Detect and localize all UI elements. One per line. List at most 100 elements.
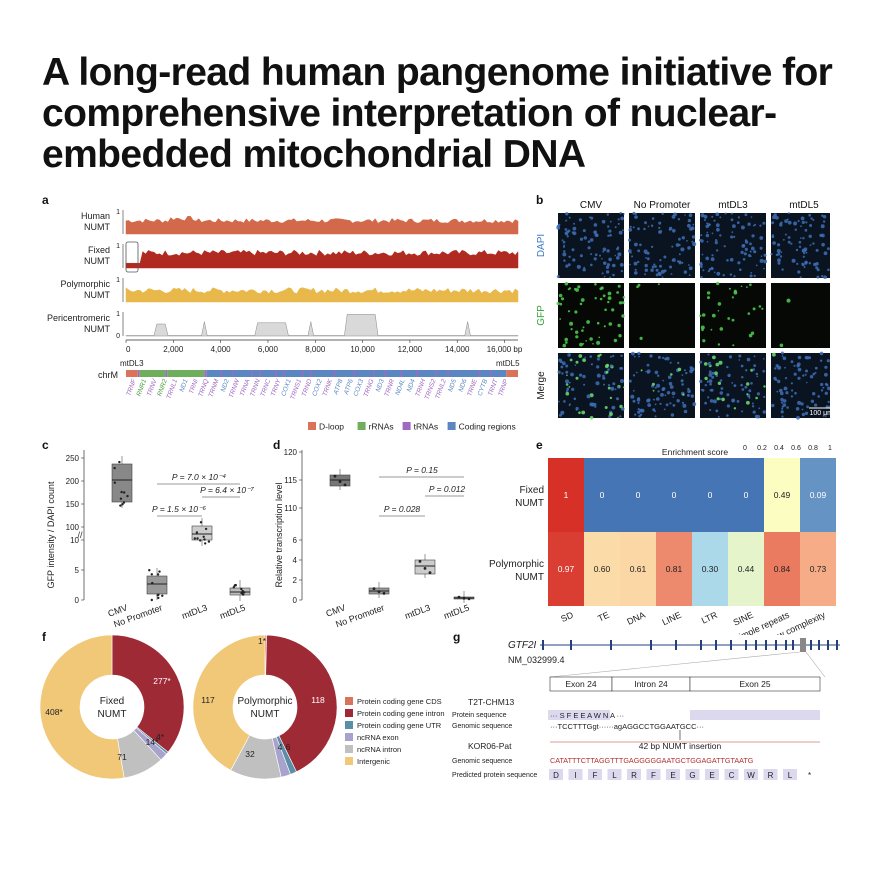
cell-dot [756,375,759,378]
cell-dot [604,406,608,409]
cell-dot [616,247,619,251]
cell-dot [612,263,616,268]
data-point [457,595,461,599]
heatmap-cell [692,458,728,532]
cell-dot [812,242,815,245]
cell-dot [589,216,591,219]
cell-dot [827,268,830,272]
trna-tick [478,370,481,377]
donut-slice [111,634,185,753]
cell-dot [653,263,656,266]
x-tick-label: mtDL5 [218,602,246,620]
cell-dot [800,216,805,221]
cell-dot [662,356,665,359]
slice-label: 32 [245,749,255,759]
aa-box [568,769,583,780]
cell-dot [596,340,601,345]
cell-dot [699,263,703,267]
scale-tick: 0 [743,445,747,452]
slice-label: 71 [117,752,127,762]
cell-dot [621,314,625,318]
cell-dot [793,372,797,376]
cell-dot [797,270,801,274]
cell-value: 0.84 [774,564,791,574]
cell-dot [800,402,804,406]
cell-dot [719,379,723,382]
row-label: DAPI [536,234,547,257]
cell-dot [685,371,688,375]
cell-dot [716,397,720,401]
paper-title: A long-read human pangenome initiative f… [42,52,862,175]
donut-center: Fixed [100,696,124,707]
cell-dot [739,268,742,271]
x-tick-label: mtDL3 [180,602,208,620]
cell-dot [664,357,667,361]
cell-dot [781,415,784,418]
cell-dot [777,379,781,384]
cell-dot [801,262,804,265]
intron24-label: Intron 24 [634,679,668,689]
cell-dot [771,403,775,408]
trna-tick [353,370,355,377]
cell-dot [616,291,619,294]
cell-dot [751,405,755,408]
aa-letter: C [729,771,735,780]
cell-dot [822,220,826,223]
cell-dot [730,218,734,222]
cell-dot [606,249,610,253]
cell-dot [715,239,718,242]
cell-dot [654,415,657,418]
cell-dot [763,395,766,398]
slice-label: 4* [156,732,165,742]
slice-label: 4 [278,742,283,752]
cell-dot [565,219,568,222]
cell-dot [653,398,655,401]
cell-dot [804,373,807,376]
cell-dot [565,389,569,392]
cell-dot [564,341,568,344]
cell-dot [806,405,809,409]
cell-dot [746,393,749,396]
data-point [234,584,237,587]
cell-dot [595,381,600,386]
cell-dot [617,218,620,221]
cell-dot [749,283,752,286]
cell-dot [786,298,791,303]
y-tick-label: 2 [293,576,298,585]
cell-dot [798,240,802,244]
cell-dot [706,291,711,295]
cell-dot [754,223,757,226]
panel-d-figure: Relative transcription level 0 2 4 6 110 115 12… [274,448,475,629]
cell-dot [816,268,820,272]
cell-dot [802,237,805,240]
data-point [467,597,471,601]
cell-dot [631,255,634,258]
cell-dot [663,269,667,273]
cell-dot [781,405,784,408]
cell-dot [578,218,582,222]
cell-dot [753,274,756,277]
cell-dot [635,371,638,374]
cell-dot [708,223,711,226]
cell-dot [634,215,638,219]
cell-dot [565,264,569,268]
cell-dot [760,255,763,257]
cell-dot [763,253,767,257]
data-point [382,592,386,595]
cell-dot [558,413,562,417]
track-name: NUMT [84,290,110,300]
legend-label: ncRNA exon [357,733,399,742]
cell-dot [770,253,773,256]
cell-dot [690,394,694,398]
panel-c-figure: GFP intensity / DAPI count 0 5 10 100 150 200 2… [46,450,255,629]
data-point [119,497,123,500]
heatmap-cell [584,458,620,532]
aa-box [666,769,680,780]
scale-label: 100 μm [810,410,831,417]
cell-dot [797,367,802,372]
cell-dot [716,281,720,286]
cell-dot [755,396,758,400]
cell-dot [565,383,569,386]
data-point [157,596,160,600]
aa-letter: E [709,771,714,780]
